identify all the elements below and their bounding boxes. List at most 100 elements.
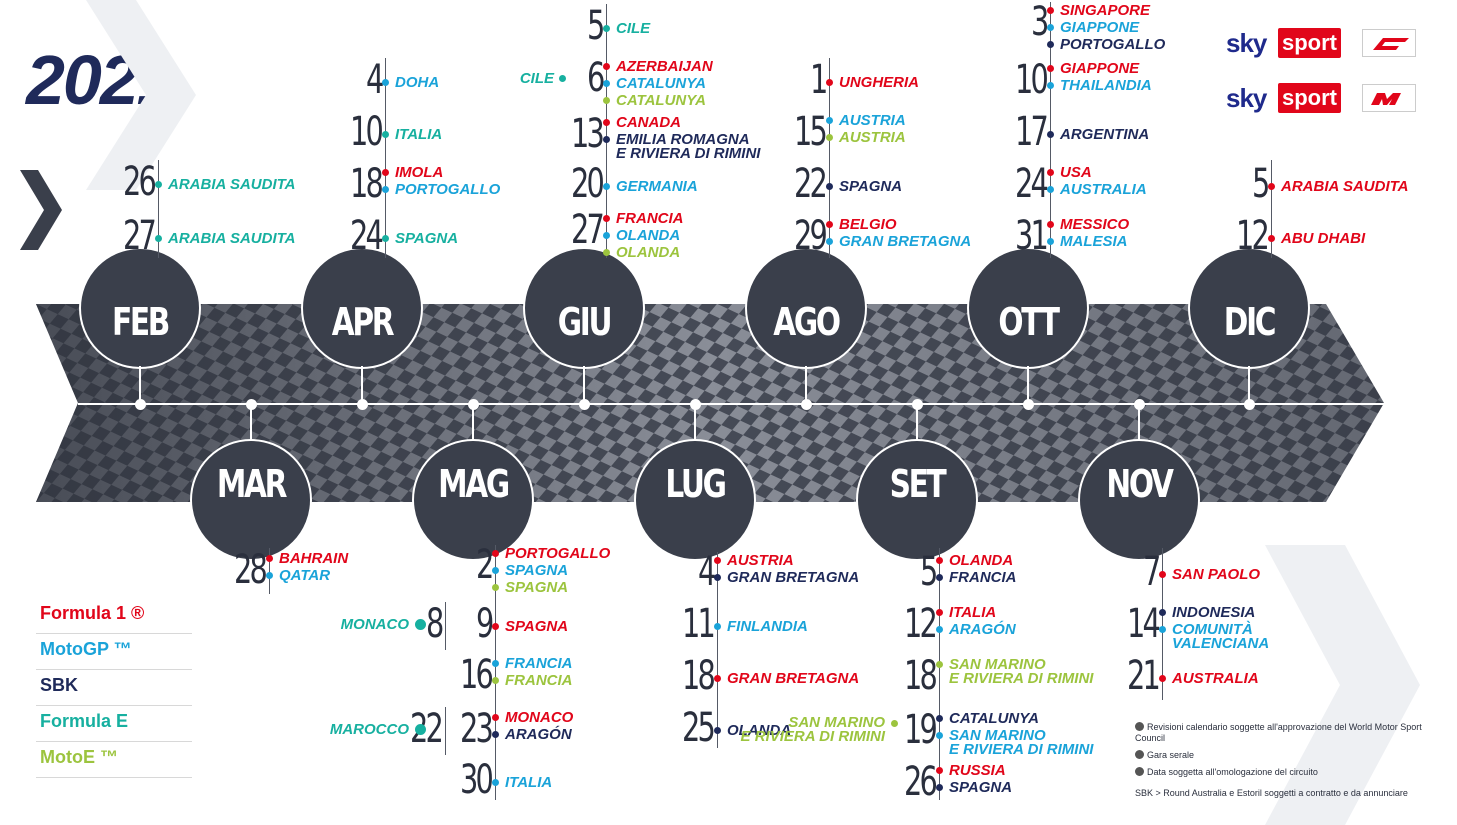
clock-icon (415, 619, 426, 630)
series-dot (714, 557, 721, 564)
month-label-nov: NOV (1106, 462, 1173, 506)
series-dot (714, 675, 721, 682)
series-dot (826, 134, 833, 141)
series-dot (1268, 235, 1275, 242)
month-circle-ago (745, 247, 867, 369)
series-dot (492, 731, 499, 738)
day-number: 17 (1015, 109, 1049, 155)
event-label: FRANCIA (505, 672, 573, 689)
series-dot (714, 574, 721, 581)
event-label: SPAGNA (395, 230, 459, 247)
month-stripes (1000, 268, 1056, 286)
series-dot (936, 557, 943, 564)
series-dot (559, 75, 566, 82)
event-label: OLANDA (616, 244, 681, 261)
series-dot (492, 567, 499, 574)
month-circle-mar (190, 439, 312, 561)
moon-icon (1135, 750, 1144, 759)
day-number: 26 (904, 759, 938, 805)
series-dot (936, 715, 943, 722)
month-circle-nov (1078, 439, 1200, 561)
month-circle-lug (634, 439, 756, 561)
series-dot (1047, 186, 1054, 193)
day-number: 11 (682, 601, 716, 647)
day-number: 18 (682, 653, 716, 699)
event-label: RUSSIA (949, 762, 1006, 779)
series-dot (603, 97, 610, 104)
month-label-mar: MAR (216, 462, 288, 506)
event-label: SAN MARINO (949, 656, 1046, 673)
event-label: CATALUNYA (616, 92, 706, 109)
event-label: GIAPPONE (1060, 19, 1140, 36)
timeline-node (1244, 399, 1255, 410)
month-label-giu: GIU (557, 300, 613, 344)
day-number: 2 (475, 542, 494, 588)
event-label: OLANDA (616, 227, 681, 244)
clock-icon (415, 724, 426, 735)
day-divider (445, 602, 446, 650)
day-number: 6 (586, 55, 605, 101)
day-number: 28 (234, 547, 268, 593)
event-label-left: E RIVIERA DI RIMINI (740, 728, 885, 745)
day-divider-nov (1162, 548, 1163, 700)
event-label: CATALUNYA (949, 710, 1039, 727)
day-number: 3 (1030, 0, 1049, 45)
series-dot (492, 714, 499, 721)
series-dot (603, 215, 610, 222)
check-icon (1135, 722, 1144, 731)
event-label: MALESIA (1060, 233, 1128, 250)
event-label: ITALIA (395, 126, 443, 143)
series-dot (1047, 131, 1054, 138)
event-label: DOHA (395, 74, 440, 91)
series-dot (1159, 626, 1166, 633)
event-label: CILE (616, 20, 651, 37)
event-label: SINGAPORE (1060, 2, 1151, 19)
sky-logo: sky (1226, 28, 1267, 58)
event-label: SAN MARINO (949, 727, 1046, 744)
series-dot (382, 79, 389, 86)
event-label: OLANDA (727, 722, 792, 739)
month-connector (583, 366, 585, 404)
month-stripes (889, 518, 945, 536)
day-divider-lug (717, 552, 718, 748)
series-dot (382, 186, 389, 193)
chevron-right-icon (1265, 545, 1420, 825)
series-dot (1047, 221, 1054, 228)
series-dot (826, 117, 833, 124)
series-dot (826, 221, 833, 228)
note-approval: Revisioni calendario soggette all'approv… (1135, 722, 1422, 743)
day-number: 10 (1015, 57, 1049, 103)
event-label: FRANCIA (616, 210, 684, 227)
event-label: SPAGNA (505, 618, 569, 635)
day-divider-dic (1271, 160, 1272, 258)
series-dot (603, 249, 610, 256)
month-stripes (1221, 268, 1277, 286)
series-dot (1159, 675, 1166, 682)
series-dot (603, 25, 610, 32)
month-label-feb: FEB (111, 300, 170, 344)
chevron-right-icon (86, 0, 196, 190)
event-label: QATAR (279, 567, 331, 584)
series-dot (826, 238, 833, 245)
event-label: FINLANDIA (727, 618, 808, 635)
series-dot (1047, 24, 1054, 31)
month-stripes (1111, 518, 1167, 536)
timeline-node (135, 399, 146, 410)
day-divider-giu (606, 4, 607, 258)
month-stripes (334, 268, 390, 286)
note-homologation: Data soggetta all'omologazione del circu… (1135, 767, 1435, 778)
timeline-node (690, 399, 701, 410)
series-dot (603, 119, 610, 126)
series-dot (936, 767, 943, 774)
month-connector (805, 366, 807, 404)
month-connector (694, 404, 696, 440)
event-label: MONACO (505, 709, 574, 726)
event-label: AUSTRIA (839, 129, 906, 146)
month-stripes (445, 518, 501, 536)
month-stripes (667, 518, 723, 536)
day-number: 18 (904, 653, 938, 699)
month-circle-dic (1188, 247, 1310, 369)
event-label-left: MONACO (340, 616, 409, 633)
event-label: SPAGNA (949, 779, 1013, 796)
event-label: BELGIO (839, 216, 897, 233)
